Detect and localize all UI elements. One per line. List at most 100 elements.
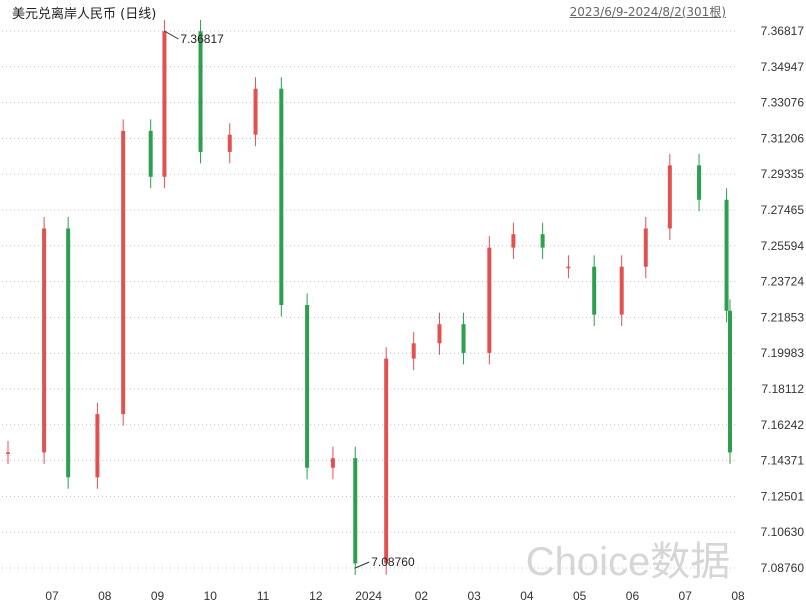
x-tick-label: 06 [626,589,640,603]
y-tick-label: 7.16242 [761,418,805,432]
y-tick-label: 7.33076 [761,96,805,110]
candle-body [437,324,442,344]
x-tick-label: 04 [520,589,534,603]
y-tick-label: 7.23724 [761,275,805,289]
candle [619,255,624,327]
candle-body [667,165,672,229]
candle-body [305,305,310,468]
y-tick-label: 7.19983 [761,346,805,360]
y-tick-label: 7.14371 [761,454,805,468]
candle-body [384,358,389,564]
y-axis: 7.36817 7.34947 7.33076 7.31206 7.29335 7.274… [761,24,805,575]
low-label: 7.08760 [371,555,415,569]
candle [279,77,284,317]
candle-body [461,324,466,353]
y-tick-label: 7.12501 [761,489,805,503]
candle [461,312,466,365]
y-tick-label: 7.18112 [762,382,805,396]
candle [42,216,47,464]
candle [6,440,10,464]
y-tick-label: 7.10630 [761,525,805,539]
candle [697,153,702,212]
candle-body [511,234,516,248]
x-tick-label: 07 [45,589,59,603]
watermark: Choice数据 [526,540,731,584]
x-tick-label: 05 [573,589,587,603]
x-tick-label: 08 [98,589,112,603]
candle [643,216,648,279]
x-tick-label: 07 [679,589,693,603]
candle-body [566,266,571,269]
candle-body [724,199,729,311]
y-tick-label: 7.27465 [761,203,805,217]
watermark-layer: Choice数据 [526,540,731,584]
candle [566,255,571,279]
y-tick-label: 7.31206 [761,131,805,145]
candle [121,119,126,426]
annotation-pointer [164,30,179,40]
y-tick-label: 7.08760 [761,561,805,575]
candle-body [540,234,545,248]
candle-body [66,228,71,478]
candle-body [643,228,648,267]
candle [95,402,100,489]
y-tick-label: 7.25594 [761,239,805,253]
x-tick-label: 10 [204,589,218,603]
x-tick-label: 2024 [355,589,382,603]
candle-body [353,458,358,564]
candle [487,236,492,365]
candle [592,255,597,327]
candle-body [487,247,492,353]
x-tick-label: 09 [151,589,165,603]
candle-body [42,228,47,453]
candle-body [227,134,232,152]
candle-body [162,31,167,177]
candle-body [121,130,126,415]
candle-body [411,343,416,359]
chart-title: 美元兑离岸人民币 (日线) [12,7,157,22]
candle-body [148,130,153,177]
gridlines [2,30,738,569]
candle-body [619,266,624,315]
candle-body [6,452,10,454]
candle-body [697,165,702,200]
high-label: 7.36817 [180,32,224,46]
candle [511,222,516,260]
candle-body [330,458,335,468]
candle-body [95,414,100,478]
candle [330,446,335,480]
annotations: 7.36817 7.08760 [164,30,415,569]
x-axis: 07 08 09 10 11 12 2024 02 03 04 05 06 07 08 [45,589,745,603]
candle [728,299,732,464]
y-tick-label: 7.36817 [761,24,805,38]
candle-body [592,266,597,315]
candle-body [728,310,732,453]
candle [198,19,203,164]
y-tick-label: 7.34947 [761,60,805,74]
candle [227,123,232,164]
x-tick-label: 11 [257,589,270,603]
candle [148,119,153,189]
candle-body [279,88,284,306]
candle [253,77,258,147]
y-tick-label: 7.21853 [761,310,805,324]
candle [384,347,389,575]
candle [66,216,71,489]
x-tick-label: 03 [467,589,481,603]
annotation-pointer [355,561,370,569]
candle-body [253,88,258,135]
candle-body [198,31,203,152]
candle [411,331,416,371]
candle [162,19,167,189]
date-range[interactable]: 2023/6/9-2024/8/2(301根) [569,5,726,19]
x-tick-label: 02 [415,589,429,603]
x-tick-label: 12 [309,589,323,603]
candle [667,153,672,240]
candle [540,222,545,260]
y-tick-label: 7.29335 [761,167,805,181]
candle [724,188,729,323]
candle [437,312,442,355]
candle [305,293,310,480]
